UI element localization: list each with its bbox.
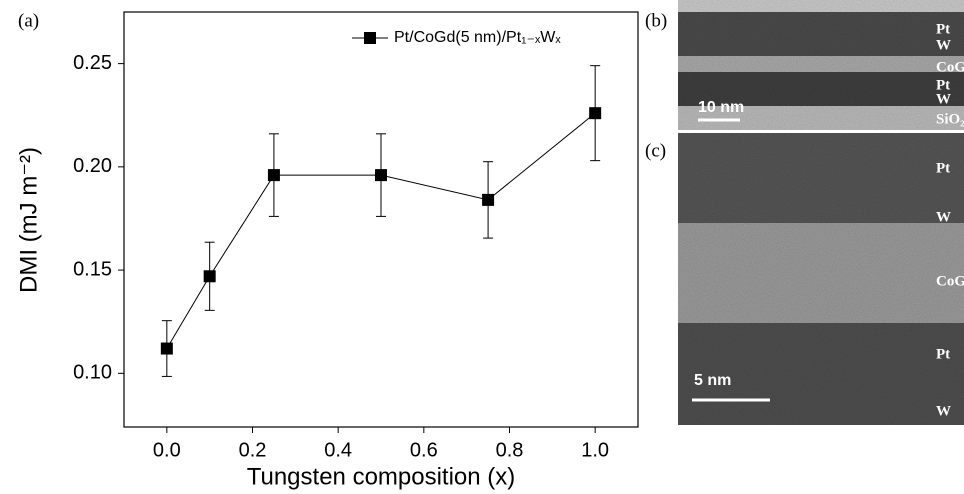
y-tick-label: 0.25 [73,52,112,74]
layer-label: CoGd [936,59,964,75]
layer-label: W [936,209,951,225]
layer-label: W [936,37,951,53]
y-tick-label: 0.20 [73,155,112,177]
x-tick-label: 0.8 [496,439,524,461]
plot-frame [123,11,639,428]
panel-label: (a) [18,10,39,31]
layer-label: Pt [936,160,950,176]
layer-label: W [936,403,951,419]
marker [589,107,602,120]
tem-image-b [678,0,964,130]
y-tick-label: 0.15 [73,258,112,280]
y-axis-label: DMI (mJ m⁻²) [15,147,42,293]
marker [375,169,387,182]
x-tick-label: 0.2 [239,439,267,461]
panel-label: (b) [645,10,667,31]
panel-label: (c) [645,140,666,161]
y-tick-label: 0.10 [73,362,112,384]
marker [482,193,495,206]
layer-label: W [936,91,951,107]
x-tick-label: 1.0 [581,439,609,461]
series-line [166,112,596,349]
marker [203,270,216,283]
layer-label: SiO₂ [936,111,964,127]
layer-label: CoGd [936,273,964,289]
x-tick-label: 0.6 [410,439,438,461]
tem-image-c [678,133,964,425]
layer-label: Pt [936,77,950,93]
legend-label: Pt/CoGd(5 nm)/Pt₁₋ₓWₓ [394,29,561,46]
layer-label: Pt [936,21,950,37]
scale-label: 10 nm [698,99,744,116]
scale-label: 5 nm [694,372,731,389]
x-tick-label: 0.4 [324,439,352,461]
legend-marker [364,32,376,44]
marker [267,169,280,182]
x-axis-label: Tungsten composition (x) [247,463,516,490]
x-tick-label: 0.0 [153,439,181,461]
marker [160,342,173,355]
layer-label: Pt [936,346,950,362]
